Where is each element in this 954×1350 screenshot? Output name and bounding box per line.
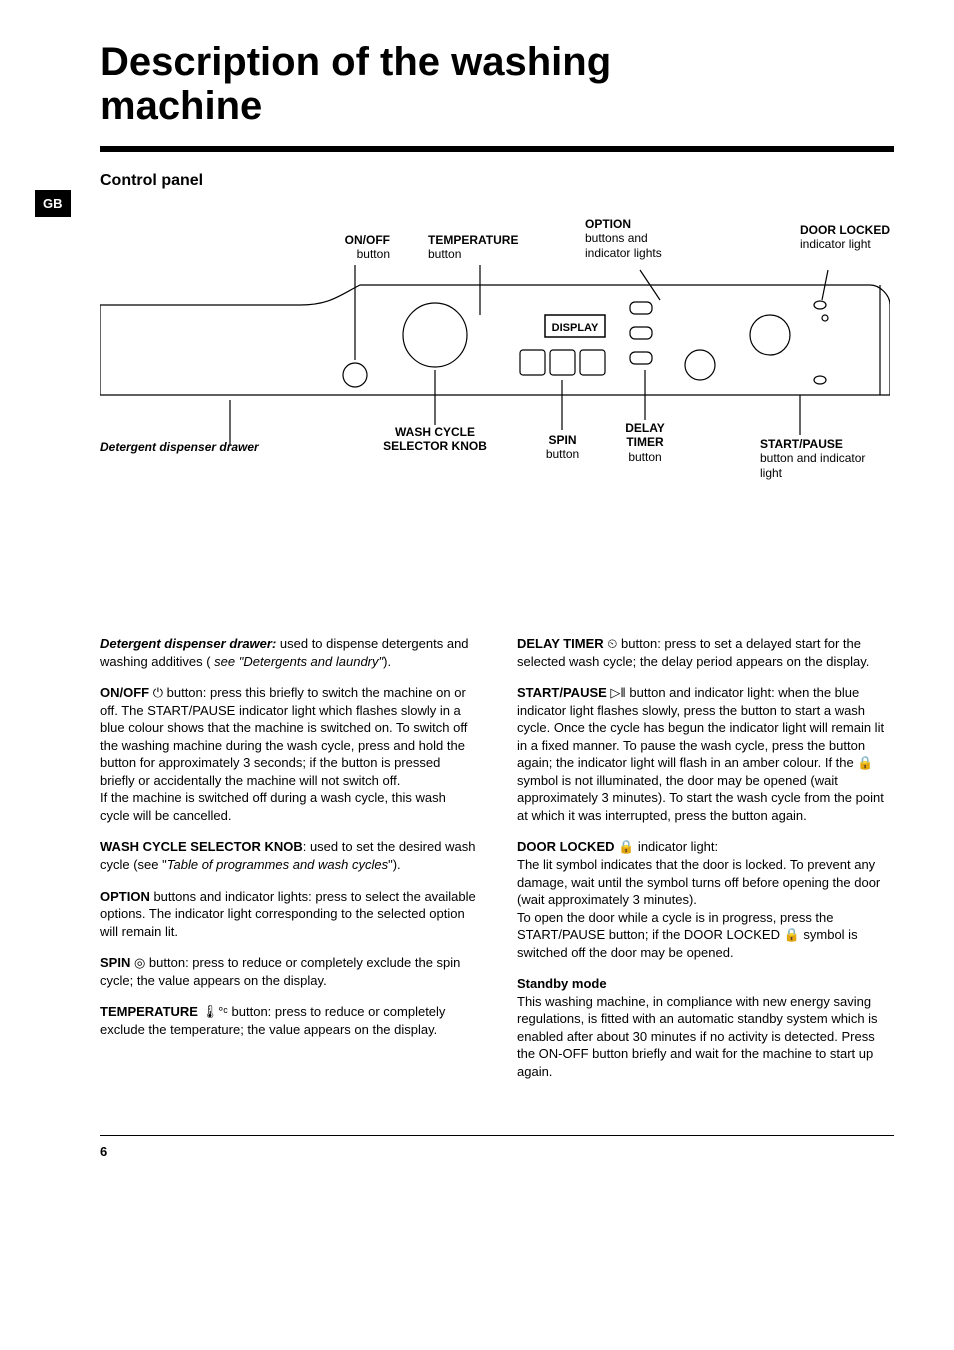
para-onoff: ON/OFF ⏻ button: press this briefly to s… (100, 684, 477, 824)
label-wash-cycle-knob: WASH CYCLE SELECTOR KNOB (375, 425, 495, 454)
page-number: 6 (100, 1144, 894, 1159)
page-title: Description of the washing machine (100, 40, 894, 128)
label-spin: SPINbutton (540, 433, 585, 462)
title-line1: Description of the washing (100, 40, 611, 84)
lock-icon: 🔒 (784, 927, 800, 942)
right-column: DELAY TIMER ⏲ button: press to set a del… (517, 635, 894, 1095)
para-detergent: Detergent dispenser drawer: used to disp… (100, 635, 477, 670)
para-wash-cycle: WASH CYCLE SELECTOR KNOB: used to set th… (100, 838, 477, 873)
control-panel-heading: Control panel (100, 172, 894, 190)
label-delay-timer: DELAY TIMERbutton (615, 421, 675, 464)
label-detergent-drawer: Detergent dispenser drawer (100, 440, 259, 454)
para-delay-timer: DELAY TIMER ⏲ button: press to set a del… (517, 635, 894, 670)
label-door-locked: DOOR LOCKEDindicator light (800, 223, 890, 252)
label-onoff: ON/OFFbutton (325, 233, 390, 262)
label-temperature: TEMPERATUREbutton (428, 233, 518, 262)
para-standby: Standby mode This washing machine, in co… (517, 975, 894, 1080)
title-line2: machine (100, 84, 262, 128)
spin-icon: ◎ (134, 955, 145, 970)
label-start-pause: START/PAUSEbutton and indicator light (760, 437, 880, 480)
control-panel-diagram: DISPLAY ON/OFFbutton TEMPERATUREbutton O… (100, 205, 890, 505)
lock-icon: 🔒 (618, 839, 634, 854)
label-option: OPTIONbuttons and indicator lights (585, 217, 680, 260)
play-pause-icon: ▷‖ (610, 685, 625, 700)
body-columns: Detergent dispenser drawer: used to disp… (100, 635, 894, 1095)
svg-text:DISPLAY: DISPLAY (552, 322, 599, 334)
title-rule (100, 146, 894, 152)
para-door-locked: DOOR LOCKED 🔒 indicator light: The lit s… (517, 838, 894, 961)
para-start-pause: START/PAUSE ▷‖ button and indicator ligh… (517, 684, 894, 824)
country-tab: GB (35, 190, 71, 217)
para-spin: SPIN ◎ button: press to reduce or comple… (100, 954, 477, 989)
left-column: Detergent dispenser drawer: used to disp… (100, 635, 477, 1095)
footer-rule (100, 1135, 894, 1136)
delay-timer-icon: ⏲ (607, 636, 617, 651)
lock-icon: 🔒 (857, 755, 873, 770)
temperature-icon: 🌡°ᶜ (202, 1004, 228, 1019)
power-icon: ⏻ (153, 685, 163, 700)
para-temperature: TEMPERATURE 🌡°ᶜ button: press to reduce … (100, 1003, 477, 1038)
para-option: OPTION buttons and indicator lights: pre… (100, 888, 477, 941)
